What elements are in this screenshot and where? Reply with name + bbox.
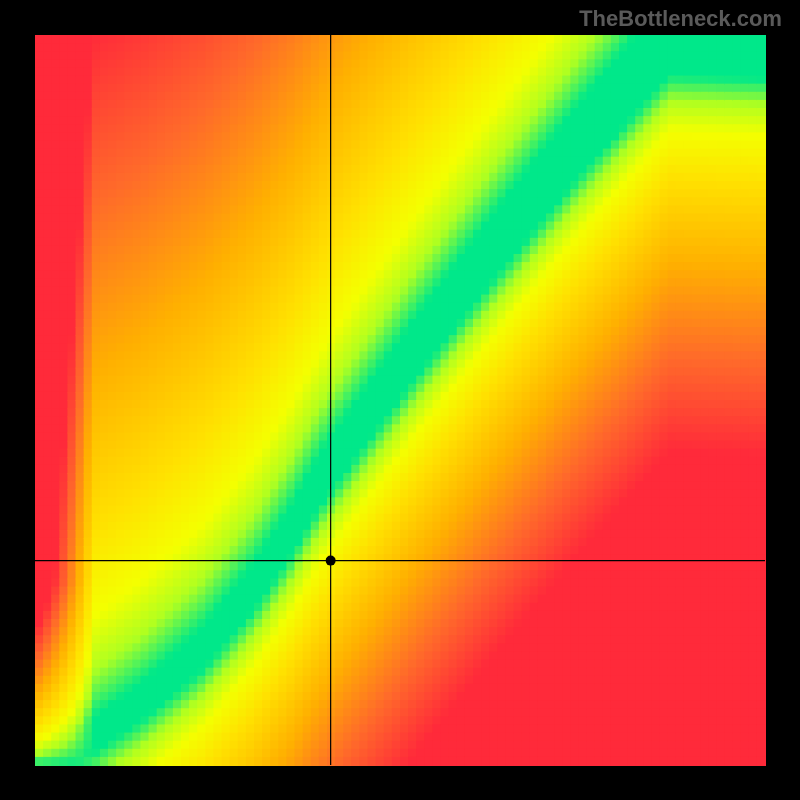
watermark-text: TheBottleneck.com [579, 6, 782, 32]
bottleneck-heatmap [0, 0, 800, 800]
